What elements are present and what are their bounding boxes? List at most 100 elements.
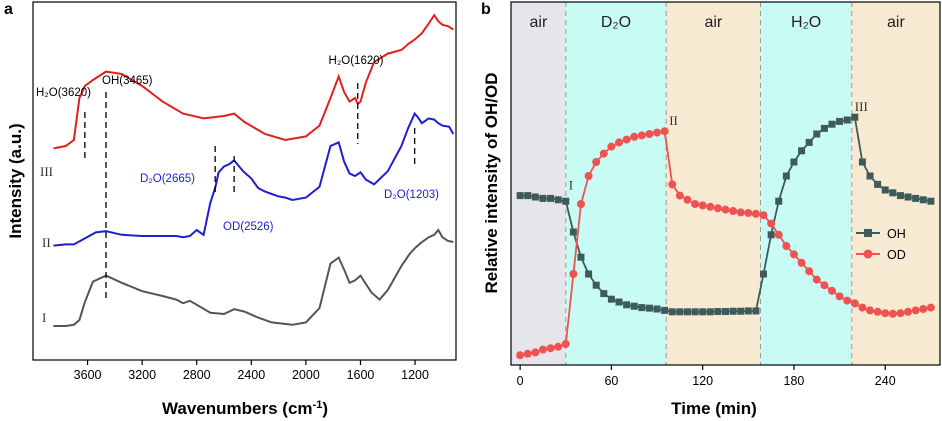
- legend-od-marker: [863, 249, 873, 259]
- point-OD: [630, 132, 639, 141]
- point-OD: [683, 195, 692, 204]
- point-OD: [744, 208, 753, 217]
- point-OD: [653, 128, 662, 137]
- point-OH: [524, 192, 532, 200]
- point-OH: [896, 192, 904, 200]
- point-OH: [836, 117, 844, 125]
- point-OD: [888, 309, 897, 318]
- marker-label-1620: H₂O(1620): [329, 55, 384, 67]
- series-line-III: [53, 13, 454, 150]
- point-OD: [797, 258, 806, 267]
- point-OD: [554, 342, 563, 351]
- point-OH: [813, 130, 821, 138]
- point-OD: [637, 131, 646, 140]
- series-label-II: II: [42, 235, 51, 250]
- panel-b-label: b: [481, 1, 491, 18]
- point-OD: [759, 211, 768, 220]
- point-OH: [851, 113, 859, 121]
- point-OH: [767, 231, 775, 239]
- panel-b-xlabel: Time (min): [671, 399, 757, 418]
- x-tick-label-2800: 2800: [183, 368, 211, 382]
- panel-b-ylabel: Relative intensity of OH/OD: [482, 72, 501, 293]
- b-x-tick-label-240: 240: [875, 374, 896, 388]
- point-OH: [630, 302, 638, 310]
- panel-a-xlabel-end: ): [322, 399, 328, 418]
- b-x-tick-label-120: 120: [692, 374, 713, 388]
- point-OD: [713, 204, 722, 213]
- panel-a-label: a: [4, 1, 13, 18]
- region-3: [760, 2, 852, 365]
- point-OD: [782, 242, 791, 250]
- point-OD: [706, 202, 715, 211]
- point-OD: [607, 142, 616, 151]
- point-OH: [607, 295, 615, 303]
- point-OH: [531, 193, 539, 201]
- region-label-4: air: [887, 14, 905, 31]
- point-OD: [789, 250, 798, 259]
- point-OH: [676, 308, 684, 316]
- point-OH: [623, 301, 631, 309]
- point-OD: [805, 267, 814, 276]
- x-tick-label-2400: 2400: [237, 368, 265, 382]
- point-OH: [737, 307, 745, 315]
- point-OH: [722, 308, 729, 316]
- x-tick-label-3200: 3200: [128, 368, 156, 382]
- panel-a-xlabel-sup: -1: [313, 399, 323, 411]
- series-line-II: [53, 111, 455, 247]
- point-OH: [706, 308, 714, 316]
- point-OD: [531, 348, 540, 357]
- point-OH: [881, 186, 889, 194]
- point-OH: [798, 147, 806, 155]
- point-OD: [691, 200, 700, 208]
- panel-b-frame: [510, 1, 941, 366]
- point-OH: [638, 304, 646, 312]
- point-OH: [683, 308, 691, 316]
- point-OD: [561, 340, 570, 348]
- point-OD: [584, 172, 593, 180]
- marker-label-3620: H₂O(3620): [36, 87, 91, 99]
- point-OH: [592, 281, 600, 289]
- point-OH: [645, 304, 653, 312]
- panel-a-ylabel: Intensity (a.u.): [6, 123, 25, 238]
- marker-label-2526: OD(2526): [223, 221, 274, 233]
- point-OD: [904, 307, 913, 316]
- point-OH: [858, 158, 866, 166]
- legend-oh-marker: [864, 229, 872, 237]
- point-OH: [729, 307, 737, 315]
- point-OD: [812, 275, 821, 284]
- x-tick-label-1600: 1600: [347, 368, 375, 382]
- stage-label-III: III: [855, 99, 868, 114]
- point-OD: [546, 344, 555, 353]
- point-OD: [820, 281, 829, 290]
- point-OH: [516, 192, 524, 200]
- point-OH: [562, 197, 570, 205]
- x-tick-label-1200: 1200: [401, 368, 429, 382]
- point-OH: [843, 116, 851, 124]
- point-OH: [699, 308, 707, 316]
- point-OD: [751, 209, 760, 218]
- point-OD: [881, 309, 890, 318]
- point-OH: [874, 180, 882, 188]
- point-OD: [615, 138, 624, 147]
- point-OD: [774, 230, 783, 239]
- region-label-3: H₂O: [791, 14, 821, 31]
- legend-od-label: OD: [887, 248, 906, 262]
- point-OD: [911, 306, 920, 315]
- point-OH: [919, 196, 927, 204]
- point-OH: [714, 308, 722, 316]
- point-OD: [873, 307, 882, 316]
- point-OD: [516, 351, 525, 360]
- point-OH: [889, 189, 897, 197]
- point-OD: [896, 309, 905, 318]
- point-OH: [691, 308, 699, 316]
- point-OD: [736, 208, 745, 217]
- b-x-tick-label-60: 60: [604, 374, 618, 388]
- series-label-I: I: [42, 310, 46, 325]
- point-OH: [912, 194, 920, 202]
- series-line-I: [53, 228, 454, 327]
- point-OH: [539, 194, 547, 202]
- region-4: [851, 2, 940, 365]
- marker-label-2665: D₂O(2665): [140, 173, 195, 185]
- point-OD: [729, 207, 738, 215]
- point-OD: [721, 205, 730, 214]
